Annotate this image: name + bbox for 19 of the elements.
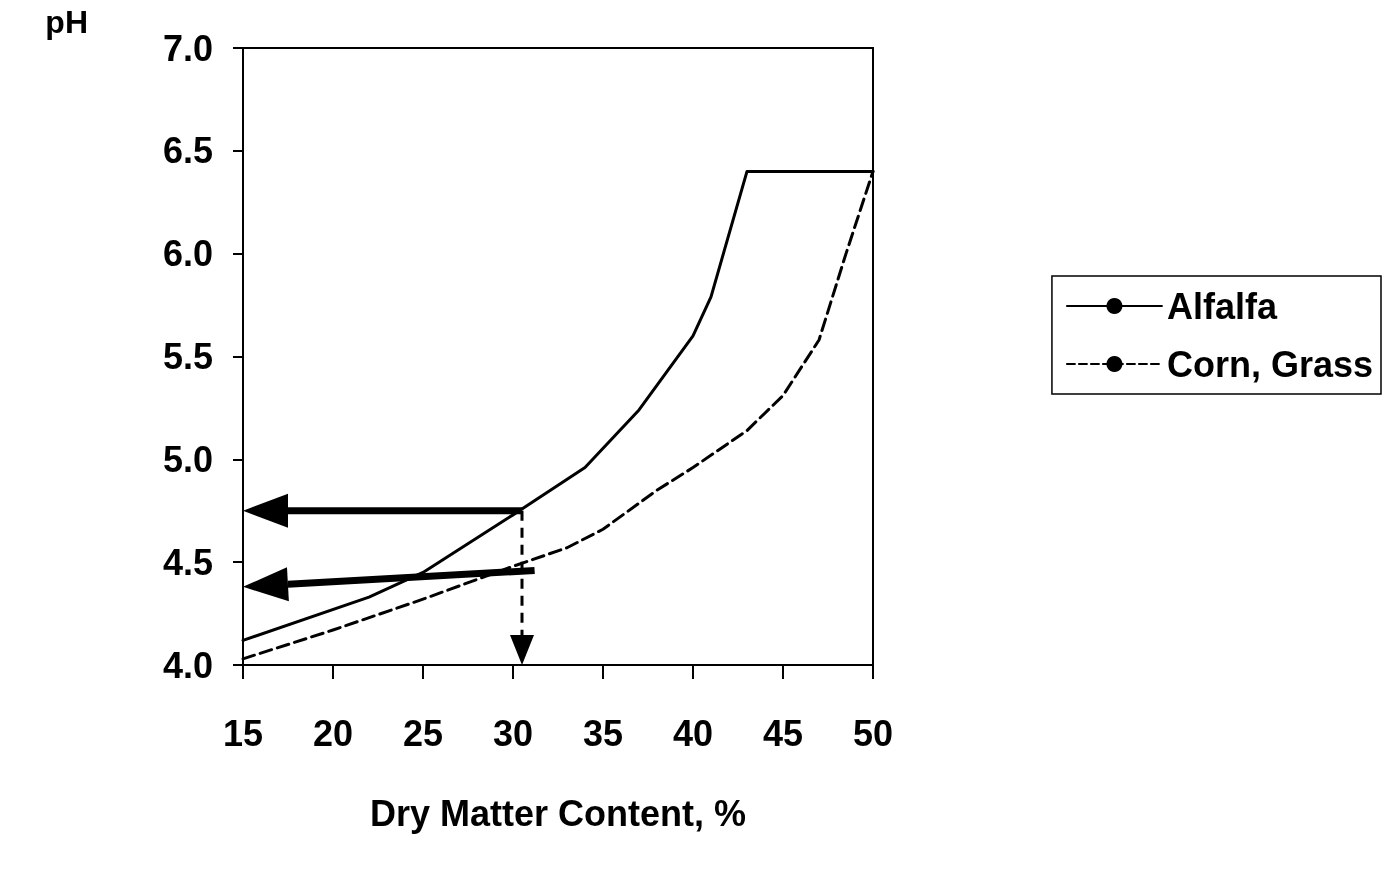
y-axis-title: pH [45,4,88,40]
y-tick-label: 5.0 [162,438,213,480]
y-tick-label: 5.5 [162,336,213,377]
x-tick-label: 25 [402,712,444,754]
x-tick-label: 45 [762,712,804,754]
x-tick-label: 50 [852,712,894,754]
x-tick-label: 20 [312,712,354,754]
x-tick-label: 35 [582,712,624,754]
legend-label: Alfalfa [1166,285,1278,327]
y-tick-label: 7.0 [162,27,213,69]
x-tick-label: 15 [222,712,264,754]
y-tick-label: 4.0 [162,644,213,686]
x-tick-label: 30 [492,712,534,754]
x-axis-title: Dry Matter Content, % [369,792,747,834]
x-tick-label: 40 [672,712,714,754]
y-tick-label: 6.0 [162,233,213,275]
legend-label: Corn, Grass [1166,343,1374,385]
y-tick-label: 6.5 [162,130,213,172]
y-tick-label: 4.5 [162,541,213,583]
